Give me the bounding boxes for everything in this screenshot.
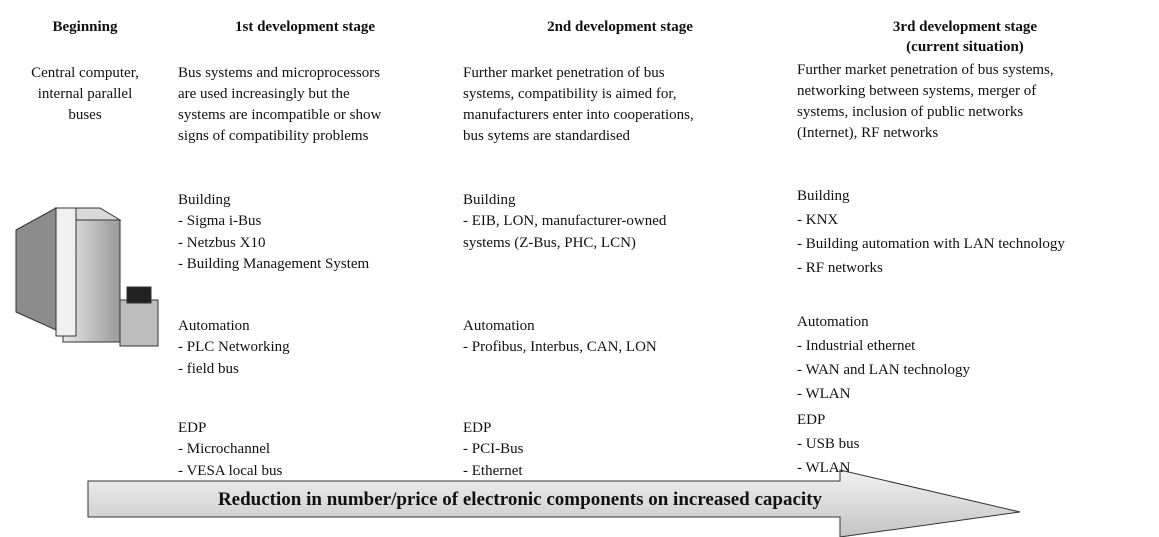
arrow-label: Reduction in number/price of electronic … (218, 489, 823, 510)
group-item: - Profibus, Interbus, CAN, LON (463, 339, 657, 355)
column-header: 2nd development stage (547, 18, 693, 35)
description-line: bus sytems are standardised (463, 127, 631, 144)
computer-icon (15, 207, 159, 347)
group-item: - Industrial ethernet (797, 337, 916, 354)
group-item: - USB bus (797, 435, 860, 452)
group-title: Building (463, 191, 516, 208)
description-line: Bus systems and microprocessors (178, 64, 381, 81)
group-item: - Microchannel (178, 441, 271, 457)
description-line: internal parallel (37, 85, 133, 102)
group-item: - WLAN (797, 385, 851, 402)
group-title: Building (178, 191, 231, 208)
description-line: (Internet), RF networks (797, 124, 939, 141)
group-item: - WLAN (797, 459, 851, 476)
group-item: - WAN and LAN technology (797, 361, 971, 378)
description-line: Further market penetration of bus (463, 64, 665, 81)
group-item: - RF networks (797, 259, 883, 276)
description-line: networking between systems, merger of (797, 82, 1037, 99)
group-title: Automation (463, 317, 535, 334)
group-title: EDP (797, 411, 826, 428)
description-line: buses (68, 106, 102, 123)
group-item: - Netzbus X10 (178, 234, 266, 251)
group-item: - Building automation with LAN technolog… (797, 235, 1065, 252)
group-title: Automation (178, 317, 250, 334)
column-header: (current situation) (906, 38, 1024, 55)
group-item: - field bus (178, 360, 239, 377)
description-line: Further market penetration of bus system… (797, 61, 1054, 78)
column-header: 3rd development stage (892, 18, 1038, 35)
description-line: manufacturers enter into cooperations, (463, 106, 694, 123)
group-title: EDP (178, 419, 207, 436)
description-line: systems are incompatible or show (178, 106, 382, 123)
column-header: Beginning (52, 18, 118, 35)
group-title: EDP (463, 419, 492, 436)
description-line: systems, compatibility is aimed for, (463, 85, 677, 102)
group-item: - VESA local bus (178, 462, 283, 479)
arrow (87, 469, 1021, 537)
group-item: systems (Z-Bus, PHC, LCN) (463, 234, 636, 251)
description-line: Central computer, (31, 64, 139, 81)
group-item: - PLC Networking (178, 339, 290, 355)
group-item: - PCI-Bus (463, 441, 524, 457)
description-line: are used increasingly but the (178, 85, 350, 102)
description-line: systems, inclusion of public networks (797, 103, 1024, 120)
group-title: Building (797, 187, 850, 204)
description-line: signs of compatibility problems (178, 127, 369, 144)
group-title: Automation (797, 313, 869, 330)
group-item: - KNX (797, 211, 839, 228)
group-item: - Sigma i-Bus (178, 213, 262, 229)
group-item: - Ethernet (463, 462, 523, 479)
column-header: 1st development stage (235, 18, 375, 35)
group-item: - Building Management System (178, 256, 370, 272)
group-item: - EIB, LON, manufacturer-owned (463, 213, 667, 229)
